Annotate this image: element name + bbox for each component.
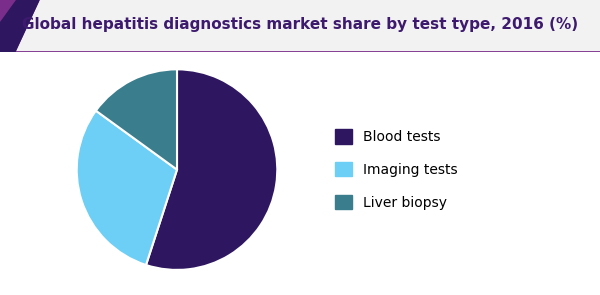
Wedge shape (96, 69, 177, 170)
Text: Global hepatitis diagnostics market share by test type, 2016 (%): Global hepatitis diagnostics market shar… (22, 17, 578, 32)
Legend: Blood tests, Imaging tests, Liver biopsy: Blood tests, Imaging tests, Liver biopsy (329, 124, 463, 215)
Wedge shape (77, 111, 177, 265)
Polygon shape (0, 0, 39, 52)
Wedge shape (146, 69, 277, 270)
Polygon shape (0, 0, 39, 52)
